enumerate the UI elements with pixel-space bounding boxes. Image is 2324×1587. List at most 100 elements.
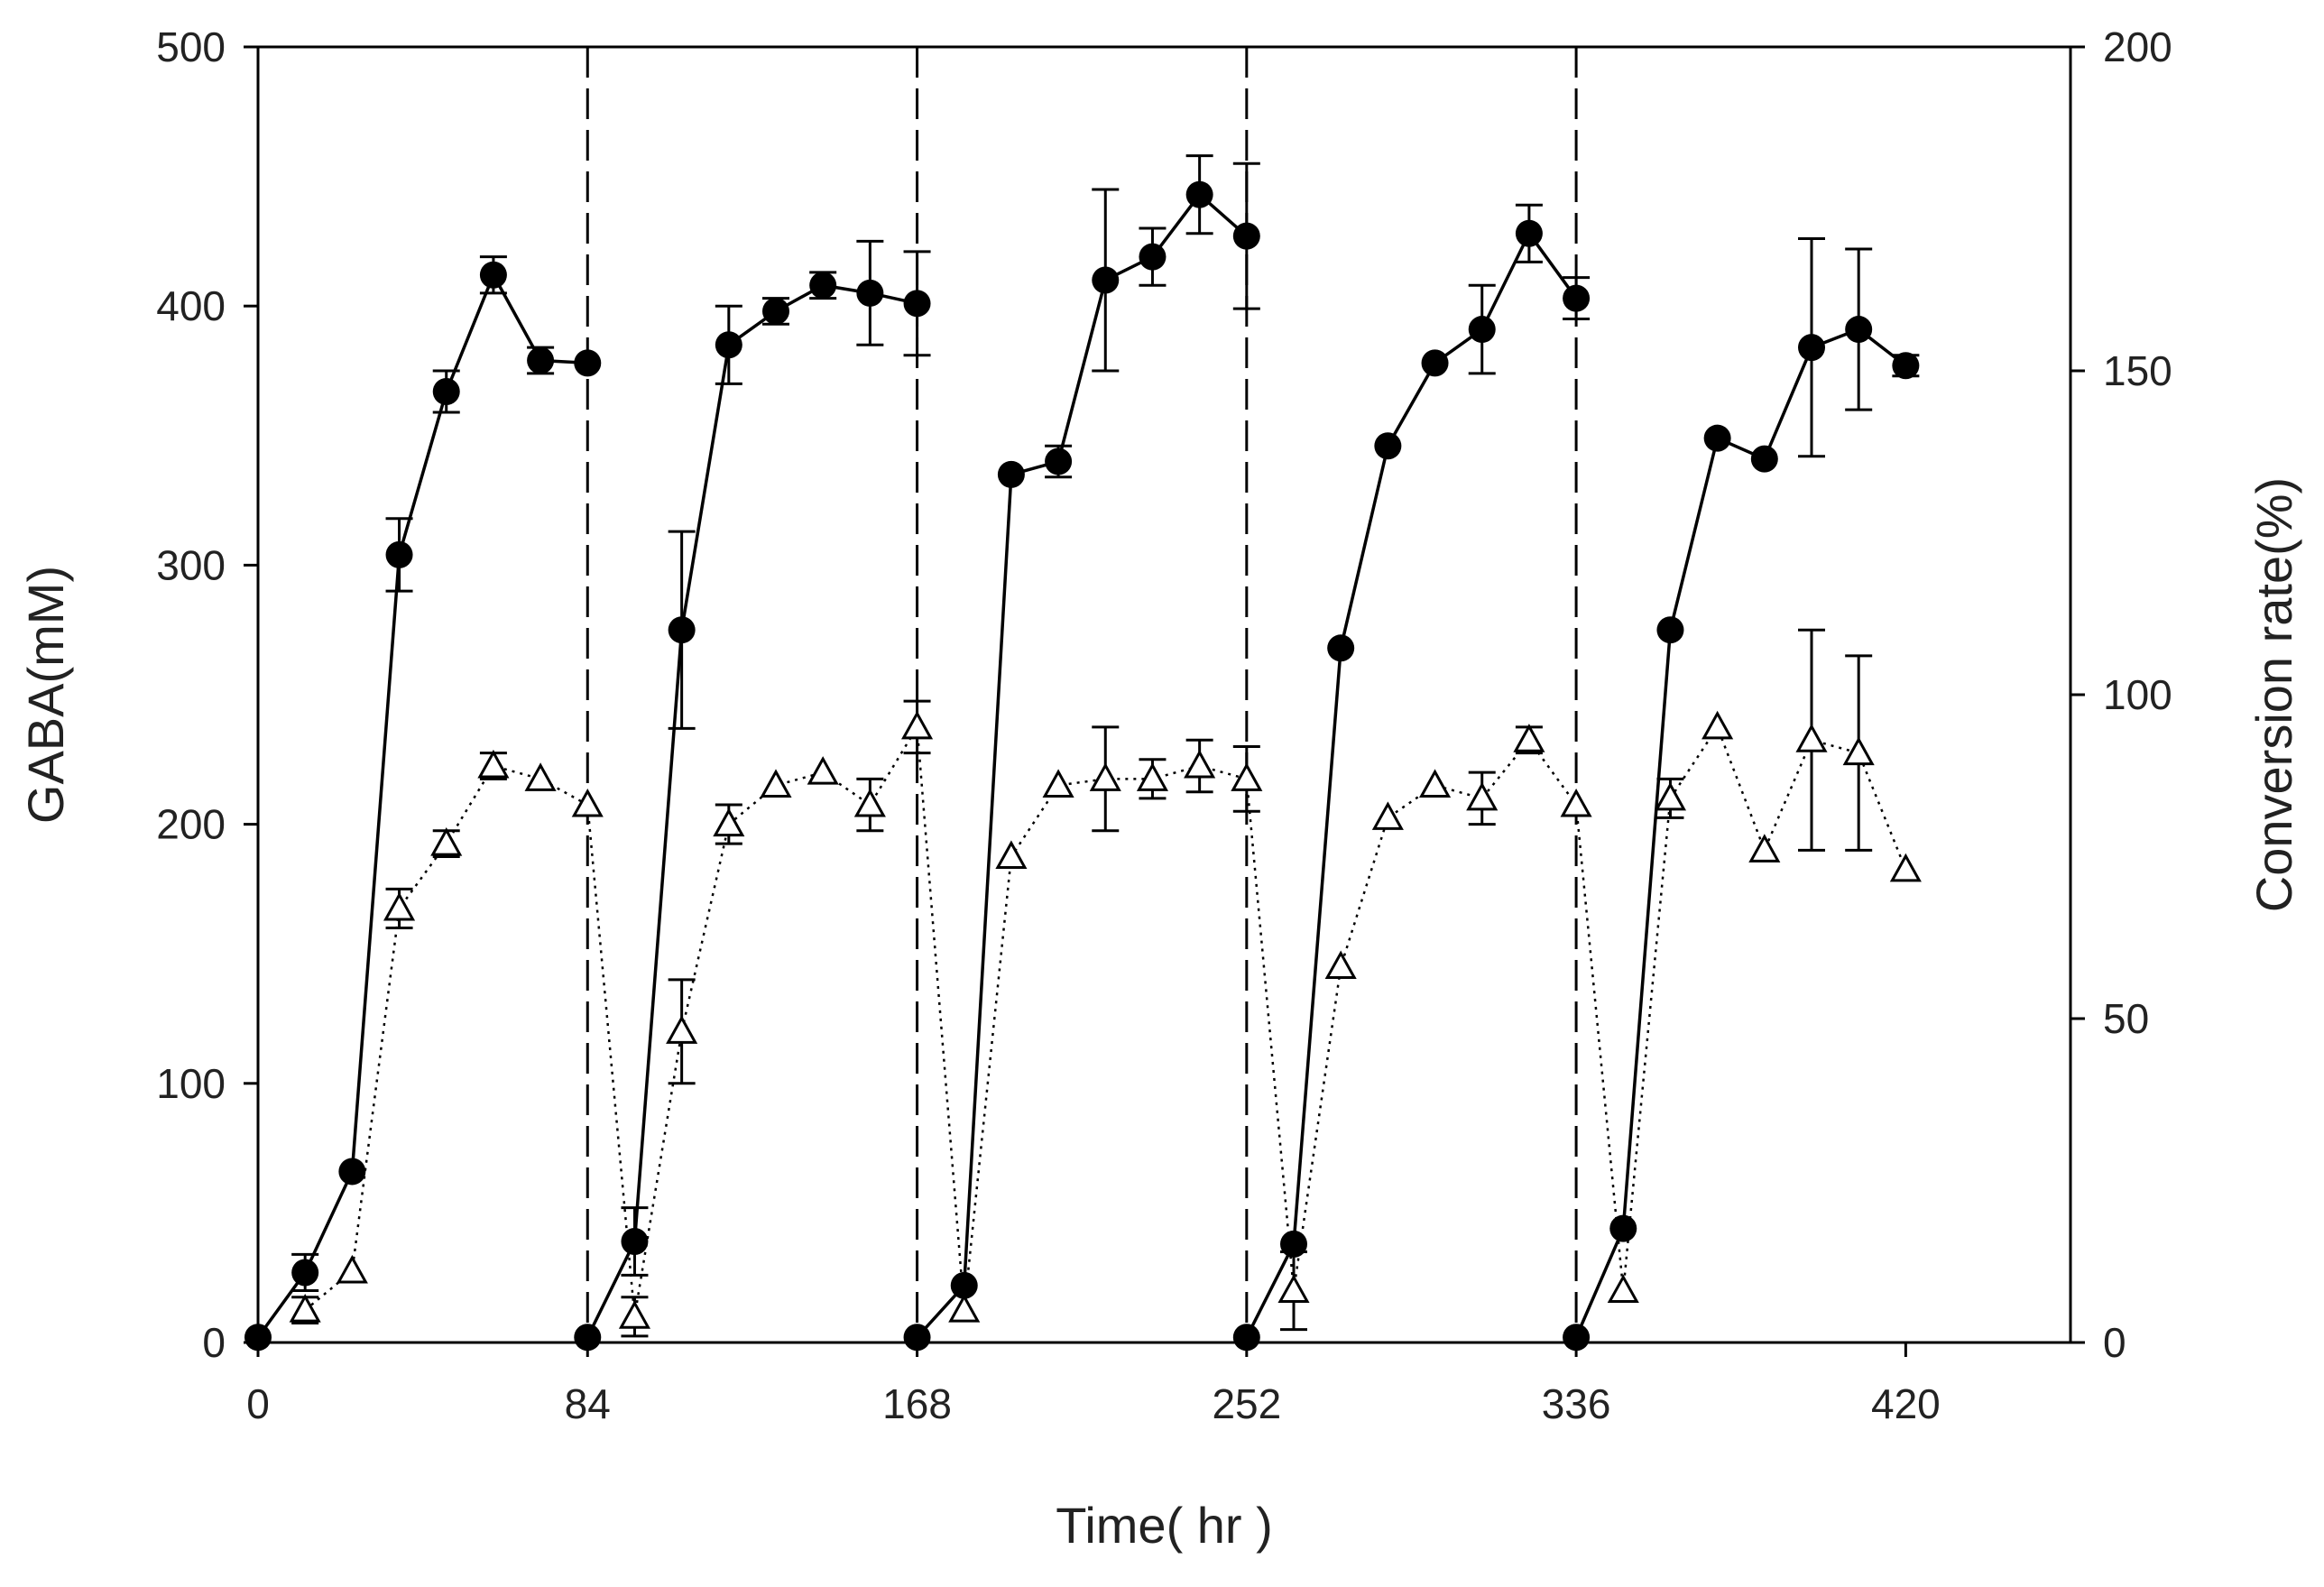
y2-tick-label-1: 50 [2103,995,2149,1042]
series-0-point-1-0 [574,1324,602,1352]
series-0-point-1-2 [668,616,696,644]
series-1-point-4-2 [1654,781,1687,811]
series-0-point-0-5 [479,261,507,289]
series-1-point-2-7 [1231,762,1263,791]
series-0 [244,154,1920,1352]
series-0-point-4-5 [1798,334,1825,362]
y-tick-label-5: 500 [156,23,226,70]
series-0-line-3 [1245,230,1578,1339]
series-1-point-4-4 [1748,834,1781,863]
y2-tick-label-3: 150 [2103,347,2172,394]
series-0-point-3-4 [1421,349,1449,377]
series-0-point-3-2 [1327,634,1355,662]
batch-separators [586,47,1578,1342]
series-1-point-3-2 [1324,950,1357,980]
series-0-line-4 [1574,328,1907,1338]
series-0-point-1-4 [762,297,789,325]
series-1-line-1 [586,726,918,1317]
series-0-point-4-1 [1609,1214,1637,1242]
x-tick-label-5: 420 [1871,1380,1941,1427]
series-0-point-4-2 [1656,616,1684,644]
y-tick-label-2: 200 [156,801,226,848]
series-1-line-4 [1574,724,1907,1291]
series-0-point-0-4 [432,377,460,405]
series-1-point-1-3 [713,807,745,837]
x-tick-label-3: 252 [1212,1380,1281,1427]
series-1-point-1-2 [666,1015,698,1044]
series-0-point-0-3 [385,540,413,568]
y2-tick-label-4: 200 [2103,23,2172,70]
y2-axis-title: Conversion rate(%) [2246,477,2302,912]
series-0-point-1-7 [903,290,931,318]
series-0-point-3-3 [1374,432,1402,460]
y-tick-label-3: 300 [156,541,226,588]
x-axis-title: Time( hr ) [1056,1497,1273,1554]
series-1-point-3-6 [1513,724,1545,752]
series-1-point-2-1 [948,1294,981,1323]
series-0-point-1-5 [809,272,837,300]
series-0-point-0-0 [244,1324,272,1352]
series-0-point-3-0 [1232,1324,1260,1352]
series-1-line-3 [1245,738,1578,1291]
series-1-point-1-7 [900,710,934,740]
x-tick-label-4: 336 [1542,1380,1611,1427]
series-0-point-3-6 [1515,219,1543,247]
y-tick-label-1: 100 [156,1060,226,1107]
series-1-point-3-4 [1418,769,1452,798]
series-1-point-4-5 [1795,724,1828,752]
series-0-point-2-6 [1185,180,1213,208]
y-axis-title: GABA(mM) [17,566,74,824]
series-1-point-3-7 [1560,788,1592,817]
series-0-point-4-3 [1703,424,1731,452]
series-0-point-2-0 [903,1324,931,1352]
y-tick-label-4: 400 [156,282,226,329]
series-0-point-4-0 [1563,1324,1591,1352]
series-1-point-2-6 [1184,749,1216,779]
series-1-point-0-4 [477,749,510,779]
series-0-point-2-5 [1139,243,1167,271]
series-0-point-2-3 [1045,447,1073,475]
series-1-point-2-2 [995,840,1028,869]
series-1-point-1-6 [853,788,886,817]
series-1-point-4-3 [1702,710,1734,740]
x-tick-label-2: 168 [882,1380,952,1427]
series-1-point-0-0 [289,1294,321,1323]
series-0-point-4-7 [1892,352,1920,380]
series-1-point-0-5 [524,762,557,791]
series-layer [244,154,1922,1352]
series-0-point-3-5 [1468,316,1496,344]
series-1-point-3-5 [1466,781,1499,811]
series-1-point-0-1 [336,1254,368,1284]
axes-layer: 0 84 168 252 336 420 0 100 200 300 400 500 0 50 100 150… [156,23,2172,1427]
series-1-point-1-4 [760,769,792,798]
series-1-point-0-3 [430,827,463,856]
series-1-point-3-3 [1371,801,1404,830]
series-0-point-0-1 [291,1259,319,1287]
series-0-point-2-2 [997,460,1025,488]
series-0-point-1-1 [621,1227,649,1255]
series-1-point-3-1 [1277,1274,1310,1304]
series-0-point-0-7 [574,349,602,377]
series-0-line-0 [256,271,588,1339]
series-1-point-4-6 [1842,736,1875,766]
series-0-point-1-3 [715,331,742,359]
series-0-point-4-4 [1750,445,1778,473]
series-1-point-4-7 [1889,853,1922,882]
series-1-point-2-3 [1042,769,1074,798]
series-1-point-0-6 [571,788,604,817]
y-tick-label-0: 0 [202,1319,226,1366]
series-0-point-3-7 [1563,284,1591,312]
series-1-point-1-5 [807,756,839,785]
series-1-point-0-2 [383,891,416,921]
series-0-point-0-2 [338,1158,366,1186]
series-1-point-1-1 [618,1300,651,1329]
series-0-point-4-6 [1845,316,1873,344]
series-0-point-0-6 [527,346,555,374]
series-0-point-1-6 [856,279,884,307]
series-1-point-2-5 [1136,762,1169,791]
series-0-point-2-4 [1092,266,1120,294]
series-0-point-2-1 [950,1271,978,1299]
y2-tick-label-0: 0 [2103,1319,2126,1366]
x-tick-label-0: 0 [246,1380,270,1427]
